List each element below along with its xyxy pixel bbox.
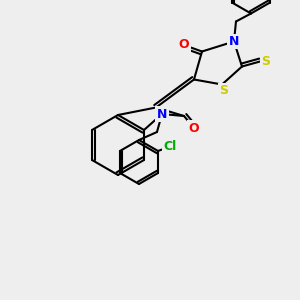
- Text: O: O: [179, 38, 189, 51]
- Text: Cl: Cl: [164, 140, 177, 152]
- Text: N: N: [157, 107, 167, 121]
- Text: O: O: [189, 122, 199, 134]
- Text: N: N: [229, 35, 239, 48]
- Text: S: S: [220, 84, 229, 97]
- Text: S: S: [262, 55, 271, 68]
